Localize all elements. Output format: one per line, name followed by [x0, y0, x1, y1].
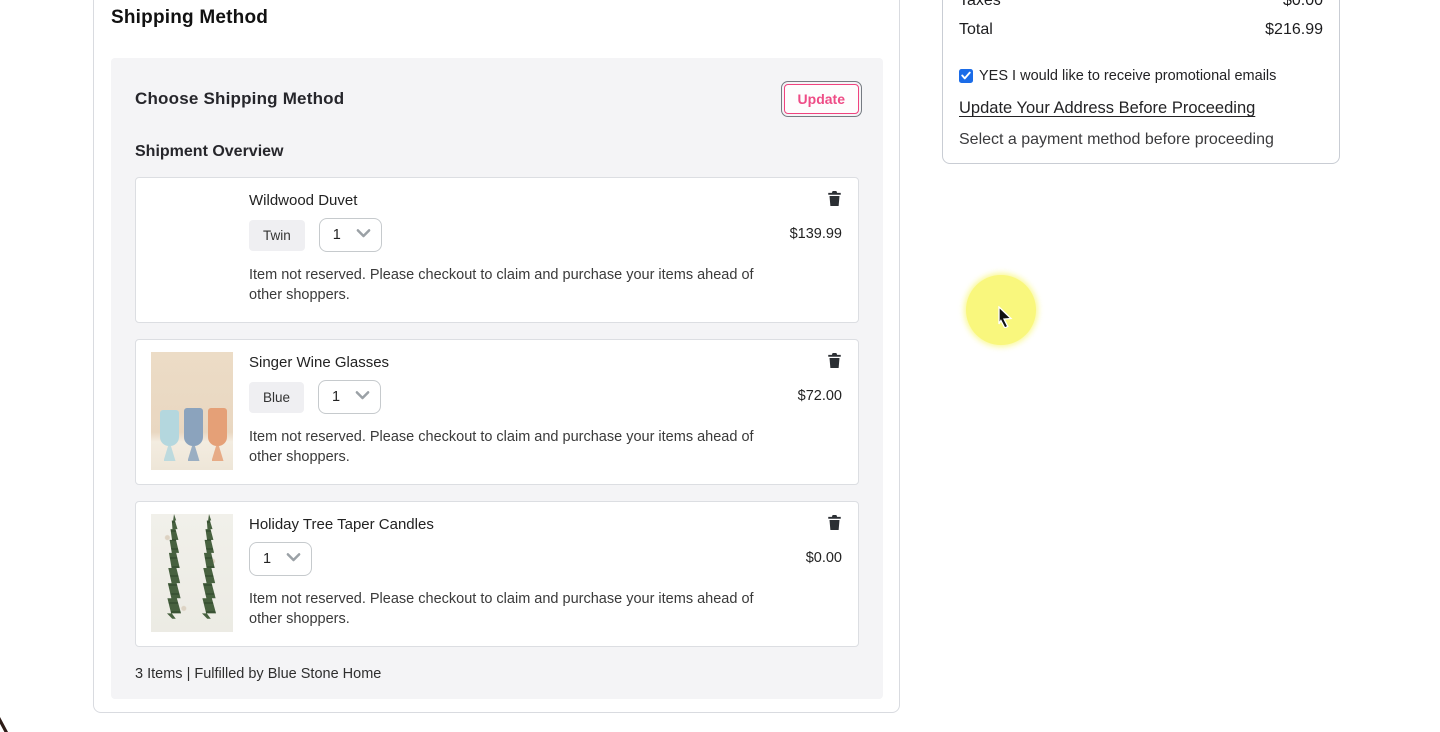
chevron-down-icon: [355, 388, 370, 406]
quantity-value: 1: [263, 551, 272, 567]
quantity-select[interactable]: 1: [318, 218, 382, 252]
panel-header: Choose Shipping Method Update: [135, 81, 863, 117]
variant-badge: Twin: [249, 219, 305, 251]
trash-icon: [827, 515, 842, 534]
reservation-note: Item not reserved. Please checkout to cl…: [249, 591, 754, 627]
total-value: $216.99: [1265, 21, 1323, 38]
reservation-note: Item not reserved. Please checkout to cl…: [249, 429, 754, 465]
cart-item-taper-candles: Holiday Tree Taper Candles 1 Item not re…: [135, 501, 859, 647]
item-name: Holiday Tree Taper Candles: [249, 516, 434, 533]
product-image-tree-candles: [151, 514, 233, 632]
chevron-down-icon: [356, 226, 371, 244]
choose-shipping-title: Choose Shipping Method: [135, 89, 345, 108]
cart-item-wine-glasses: Singer Wine Glasses Blue 1 Item not rese…: [135, 339, 859, 485]
trash-icon: [827, 191, 842, 210]
quantity-select[interactable]: 1: [318, 380, 382, 414]
remove-item-button[interactable]: [827, 352, 842, 369]
chevron-down-icon: [286, 550, 301, 568]
choose-shipping-panel: Choose Shipping Method Update Shipment O…: [111, 58, 883, 699]
update-address-link[interactable]: Update Your Address Before Proceeding: [959, 99, 1256, 117]
fulfillment-summary: 3 Items | Fulfilled by Blue Stone Home: [135, 666, 382, 682]
item-right-column: $72.00: [798, 352, 842, 470]
item-price: $0.00: [805, 550, 842, 566]
shipment-overview-title: Shipment Overview: [135, 143, 284, 160]
cart-item-wildwood-duvet: Wildwood Duvet Twin 1 Item not reserved.…: [135, 177, 859, 323]
glass-shape: [184, 408, 203, 446]
quantity-select[interactable]: 1: [249, 542, 312, 576]
taxes-row: Taxes $0.00: [959, 0, 1323, 10]
item-right-column: $0.00: [806, 514, 842, 632]
total-label: Total: [959, 21, 993, 38]
candle-shape: [166, 514, 182, 619]
quantity-value: 1: [332, 227, 341, 243]
taxes-value: $0.00: [1282, 0, 1323, 9]
remove-item-button[interactable]: [827, 190, 842, 207]
quantity-value: 1: [332, 389, 341, 405]
page-title: Shipping Method: [111, 7, 269, 28]
mouse-cursor: [996, 305, 1015, 329]
total-row: Total $216.99: [959, 20, 1323, 39]
promo-email-row: YES I would like to receive promotional …: [959, 68, 1323, 84]
item-body: Wildwood Duvet Twin 1 Item not reserved.…: [249, 190, 774, 308]
trash-icon: [827, 353, 842, 372]
update-button[interactable]: Update: [780, 81, 863, 117]
remove-item-button[interactable]: [827, 514, 842, 531]
item-price: $139.99: [789, 226, 842, 242]
product-image-wine-glasses: [151, 352, 233, 470]
item-price: $72.00: [797, 388, 842, 404]
candle-shape: [201, 514, 217, 619]
item-name: Singer Wine Glasses: [249, 354, 390, 371]
variant-badge: Blue: [249, 381, 305, 413]
shipping-method-card: Shipping Method Choose Shipping Method U…: [93, 0, 900, 713]
product-image-duvet: [151, 190, 233, 308]
order-summary-card: Taxes $0.00 Total $216.99 YES I would li…: [942, 0, 1340, 164]
payment-method-note: Select a payment method before proceedin…: [959, 131, 1274, 148]
item-name: Wildwood Duvet: [249, 192, 358, 209]
reservation-note: Item not reserved. Please checkout to cl…: [249, 267, 754, 303]
check-icon: [961, 67, 971, 85]
item-controls: Blue 1: [249, 380, 782, 414]
taxes-label: Taxes: [959, 0, 1001, 9]
item-right-column: $139.99: [790, 190, 842, 308]
screen-corner-artifact: [0, 717, 8, 732]
item-controls: 1: [249, 542, 790, 576]
item-body: Singer Wine Glasses Blue 1 Item not rese…: [249, 352, 782, 470]
glass-shape: [160, 410, 179, 446]
promo-email-label: YES I would like to receive promotional …: [979, 68, 1277, 84]
item-body: Holiday Tree Taper Candles 1 Item not re…: [249, 514, 790, 632]
glass-shape: [208, 408, 227, 446]
item-controls: Twin 1: [249, 218, 774, 252]
promo-email-checkbox[interactable]: [959, 69, 973, 83]
